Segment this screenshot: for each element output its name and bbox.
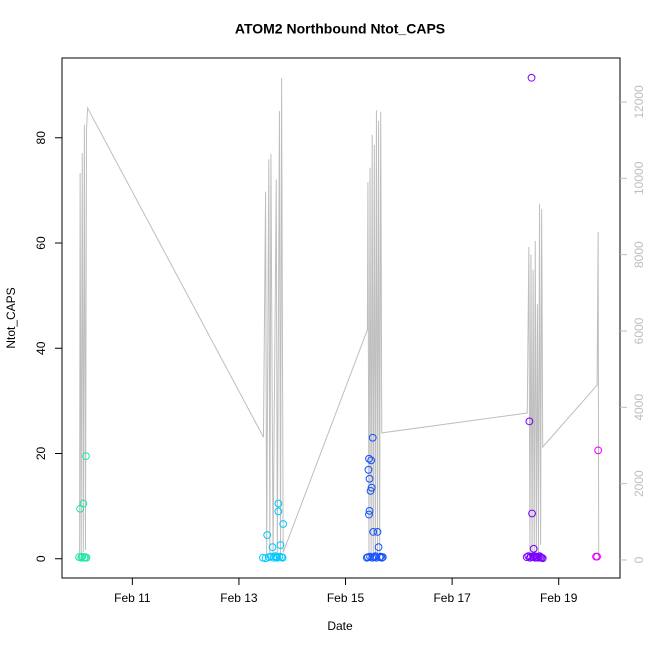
data-line — [79, 77, 600, 560]
data-point — [365, 454, 373, 463]
y-tick-label: 40 — [34, 341, 48, 355]
data-point — [365, 474, 374, 483]
y-tick-label: 60 — [34, 236, 48, 250]
y-tick-label: 20 — [34, 447, 48, 461]
x-tick-label: Feb 19 — [540, 591, 578, 605]
data-point — [528, 509, 536, 518]
y-axis-label: Ntot_CAPS — [4, 287, 18, 348]
y-tick-label: 80 — [34, 131, 48, 145]
data-point — [365, 510, 373, 519]
y2-tick-label: 12000 — [632, 85, 646, 119]
y2-tick-label: 10000 — [632, 161, 646, 195]
data-point — [261, 554, 270, 563]
chart-title: ATOM2 Northbound Ntot_CAPS — [235, 21, 445, 37]
data-point — [368, 433, 377, 442]
data-point — [82, 553, 91, 562]
y2-tick-label: 2000 — [632, 470, 646, 497]
x-tick-label: Feb 17 — [433, 591, 471, 605]
data-point — [263, 531, 272, 539]
x-axis-label: Date — [327, 619, 353, 633]
data-point — [366, 486, 375, 495]
data-point — [367, 456, 376, 465]
data-point — [365, 506, 374, 515]
data-point — [378, 553, 387, 562]
data-point — [525, 417, 534, 426]
y2-tick-label: 6000 — [632, 317, 646, 344]
data-point — [268, 543, 277, 552]
data-point — [364, 465, 373, 474]
x-tick-label: Feb 11 — [114, 591, 151, 605]
data-point — [538, 554, 547, 563]
data-point — [259, 553, 267, 562]
y2-tick-label: 4000 — [632, 394, 646, 421]
data-point — [527, 73, 536, 82]
x-tick-label: Feb 15 — [327, 591, 365, 605]
data-point — [276, 541, 285, 549]
plot-frame — [61, 57, 621, 579]
data-point — [82, 452, 90, 461]
data-point — [79, 499, 88, 508]
data-point — [279, 520, 288, 528]
data-point — [367, 483, 376, 492]
y2-tick-label: 0 — [632, 556, 646, 563]
data-point — [593, 552, 601, 561]
data-point — [594, 446, 603, 455]
data-point — [77, 553, 86, 562]
y2-tick-label: 8000 — [632, 241, 646, 268]
data-point — [269, 553, 278, 562]
data-point — [373, 528, 382, 536]
data-point — [369, 528, 378, 536]
data-point — [278, 553, 287, 562]
data-point — [374, 543, 383, 552]
data-point — [274, 499, 283, 508]
data-point — [529, 544, 538, 553]
x-tick-label: Feb 13 — [220, 591, 258, 605]
y-tick-label: 0 — [34, 555, 48, 562]
data-point — [274, 507, 283, 516]
